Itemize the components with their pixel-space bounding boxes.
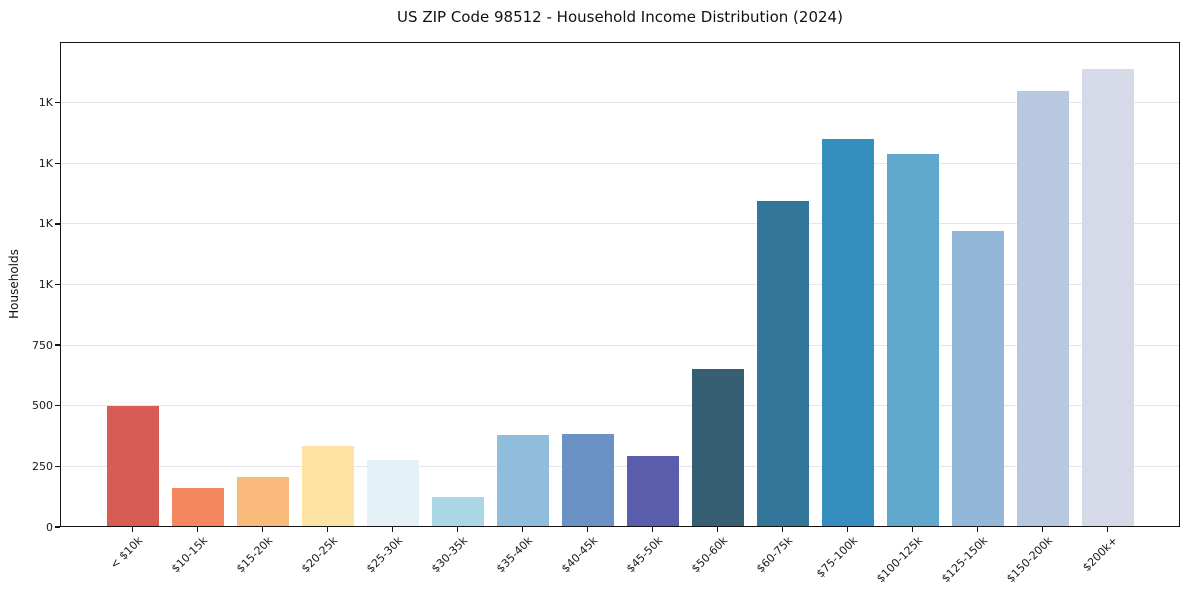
y-tick-label: 250 [32, 459, 53, 473]
bar [561, 433, 614, 527]
y-tick-mark [55, 405, 60, 407]
bar [496, 434, 549, 527]
x-tick-mark [716, 527, 719, 532]
y-tick-mark [55, 223, 60, 225]
bar-slot [945, 42, 1010, 527]
x-tick-label: < $10k [107, 534, 145, 572]
bar-slot [100, 42, 165, 527]
bar-slot [1010, 42, 1075, 527]
x-tick-mark [261, 527, 264, 532]
x-tick-mark [131, 527, 134, 532]
bar [756, 200, 809, 527]
gridline [60, 344, 1180, 346]
gridline [60, 284, 1180, 285]
bar [171, 488, 224, 527]
y-tick-label: 1K [38, 278, 53, 291]
bar [301, 445, 354, 527]
y-tick-mark [55, 283, 60, 286]
bar [236, 477, 289, 527]
y-tick-label: 1K [38, 96, 53, 110]
bar [691, 369, 744, 527]
bar [821, 139, 874, 527]
bar [886, 153, 939, 527]
x-tick-mark [651, 527, 654, 532]
y-tick-label: 500 [32, 399, 53, 413]
bar-slot [165, 42, 230, 527]
bar-series [100, 42, 1140, 527]
x-tick-mark [911, 527, 914, 532]
bar-slot [750, 42, 815, 527]
bar [431, 496, 484, 527]
bar-slot [555, 42, 620, 527]
y-tick-mark [55, 101, 60, 104]
gridline [60, 223, 1180, 225]
bar-slot [1075, 42, 1140, 527]
chart-title: US ZIP Code 98512 - Household Income Dis… [397, 8, 843, 26]
gridline [60, 405, 1180, 407]
x-tick-mark [456, 527, 459, 532]
bar-slot [815, 42, 880, 527]
y-tick-label: 750 [32, 338, 53, 352]
bar [626, 455, 679, 527]
bar-slot [425, 42, 490, 527]
x-tick-mark [1106, 527, 1109, 532]
y-tick-mark [55, 465, 60, 468]
gridline [60, 465, 1180, 467]
bar-slot [880, 42, 945, 527]
bar [366, 460, 419, 527]
bar-slot [360, 42, 425, 527]
x-tick-mark [846, 527, 849, 532]
x-tick-mark [196, 527, 199, 532]
x-tick-mark [586, 527, 589, 532]
gridline [60, 162, 1180, 164]
bar [1081, 68, 1134, 527]
x-tick-mark [976, 527, 979, 532]
bar [951, 231, 1004, 527]
y-tick-mark [55, 526, 60, 528]
bar-slot [295, 42, 360, 527]
x-tick-mark [781, 527, 784, 532]
x-tick-mark [326, 527, 329, 532]
bar-slot [490, 42, 555, 527]
plot-area [60, 42, 1180, 527]
x-tick-mark [521, 527, 524, 532]
bar [1016, 90, 1069, 527]
bar-slot [685, 42, 750, 527]
y-tick-label: 0 [46, 520, 53, 534]
y-tick-mark [55, 162, 60, 164]
bar [106, 405, 159, 527]
gridline [60, 102, 1180, 104]
x-tick-mark [1041, 527, 1044, 532]
bar-slot [620, 42, 685, 527]
y-tick-label: 1K [38, 156, 53, 170]
y-tick-mark [55, 344, 60, 346]
bar-slot [230, 42, 295, 527]
y-tick-label: 1K [38, 217, 53, 231]
x-tick-mark [391, 527, 394, 532]
